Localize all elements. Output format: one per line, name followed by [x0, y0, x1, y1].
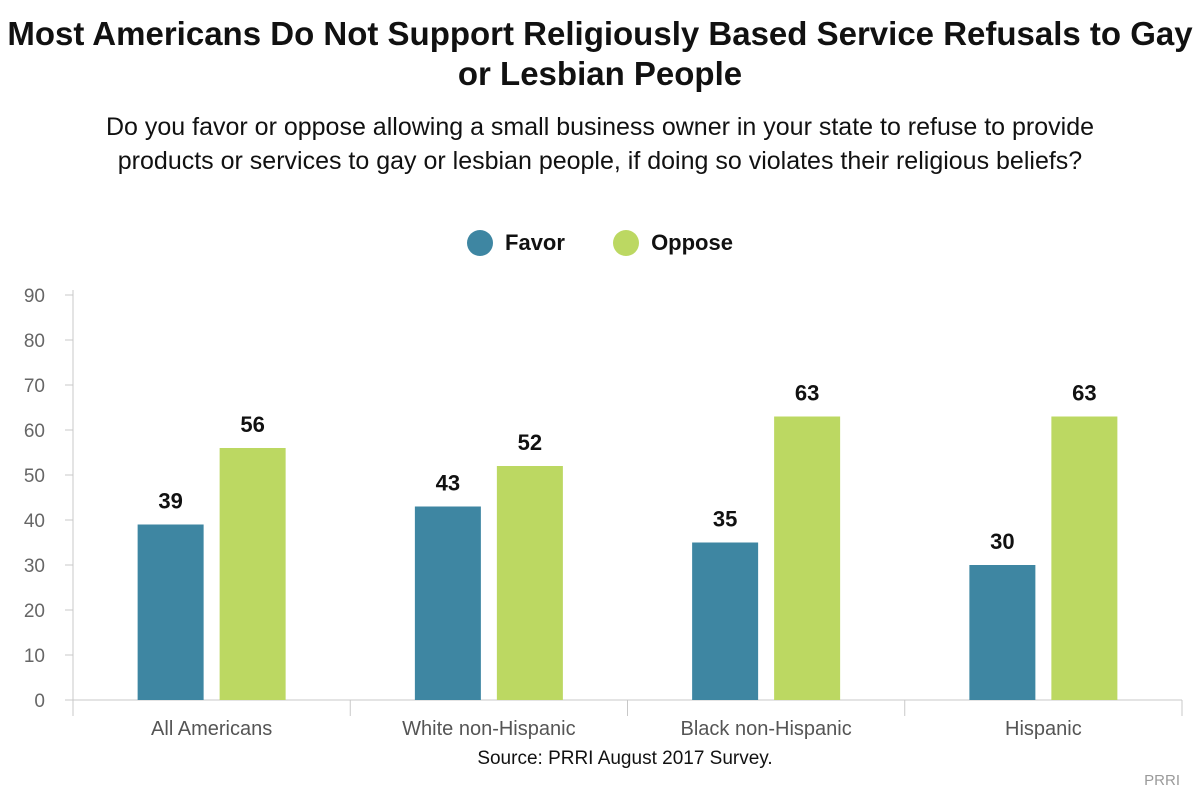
bar-oppose	[219, 448, 286, 700]
bar-oppose	[496, 466, 563, 700]
y-tick-label: 20	[24, 601, 45, 622]
legend-marker-favor	[467, 230, 494, 256]
data-label-oppose: 63	[795, 381, 819, 406]
data-label-oppose: 56	[240, 412, 264, 437]
y-tick-label: 40	[24, 511, 45, 532]
bar-oppose	[774, 416, 841, 700]
x-tick-label: All Americans	[151, 718, 272, 740]
legend: Favor Oppose	[0, 230, 1200, 262]
legend-item-oppose[interactable]: Oppose	[613, 230, 733, 256]
legend-label-oppose: Oppose	[651, 230, 733, 255]
bar-oppose	[1051, 416, 1118, 700]
data-label-oppose: 63	[1072, 381, 1096, 406]
legend-marker-oppose	[613, 230, 640, 256]
bar-favor	[969, 565, 1036, 700]
x-tick-label: Hispanic	[1005, 718, 1082, 740]
source-note: Source: PRRI August 2017 Survey.	[477, 748, 773, 769]
brand-mark: PRRI	[1144, 772, 1180, 789]
chart-subtitle: Do you favor or oppose allowing a small …	[105, 113, 1095, 175]
y-tick-label: 80	[24, 331, 45, 352]
y-tick-label: 0	[34, 691, 45, 712]
y-tick-label: 30	[24, 556, 45, 577]
y-tick-label: 60	[24, 421, 45, 442]
x-tick-label: White non-Hispanic	[402, 718, 575, 740]
data-label-favor: 30	[990, 529, 1014, 554]
bar-favor	[414, 506, 481, 700]
y-tick-label: 50	[24, 466, 45, 487]
bar-favor	[692, 542, 759, 700]
y-tick-label: 70	[24, 376, 45, 397]
bar-favor	[137, 524, 204, 700]
data-label-favor: 43	[436, 471, 460, 496]
data-label-favor: 39	[158, 489, 182, 514]
legend-label-favor: Favor	[505, 230, 565, 255]
y-tick-label: 10	[24, 646, 45, 667]
data-label-favor: 35	[713, 507, 737, 532]
chart-title: Most Americans Do Not Support Religiousl…	[7, 15, 1193, 92]
legend-item-favor[interactable]: Favor	[467, 230, 565, 256]
data-label-oppose: 52	[518, 430, 542, 455]
x-tick-label: Black non-Hispanic	[681, 718, 852, 740]
y-tick-label: 90	[24, 286, 45, 307]
